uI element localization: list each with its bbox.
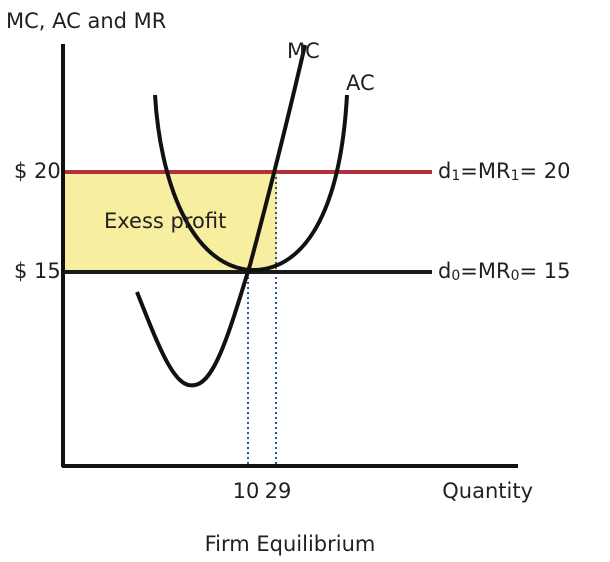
price-label: $ 20 xyxy=(14,159,61,183)
label-part: = 20 xyxy=(520,159,571,183)
label-part: 0 xyxy=(511,268,520,284)
x-axis-label: Quantity xyxy=(442,479,533,503)
quantity-label: 29 xyxy=(265,479,292,503)
y-axis-label: MC, AC and MR xyxy=(6,9,166,33)
mc-label: MC xyxy=(287,39,320,63)
area-label: Exess profit xyxy=(104,209,226,233)
label-part: =MR xyxy=(460,159,510,183)
label-part: 0 xyxy=(451,268,460,284)
demand-label: d1=MR1= 20 xyxy=(438,159,571,184)
label-part: =MR xyxy=(460,259,510,283)
caption: Firm Equilibrium xyxy=(205,532,376,556)
ac-label: AC xyxy=(346,71,375,95)
quantity-label: 10 xyxy=(233,479,260,503)
price-label: $ 15 xyxy=(14,259,61,283)
label-part: = 15 xyxy=(520,259,571,283)
mc-curve xyxy=(135,44,307,388)
label-part: 1 xyxy=(511,168,520,184)
label-part: d xyxy=(438,259,451,283)
label-part: d xyxy=(438,159,451,183)
demand-label: d0=MR0= 15 xyxy=(438,259,571,284)
label-part: 1 xyxy=(451,168,460,184)
